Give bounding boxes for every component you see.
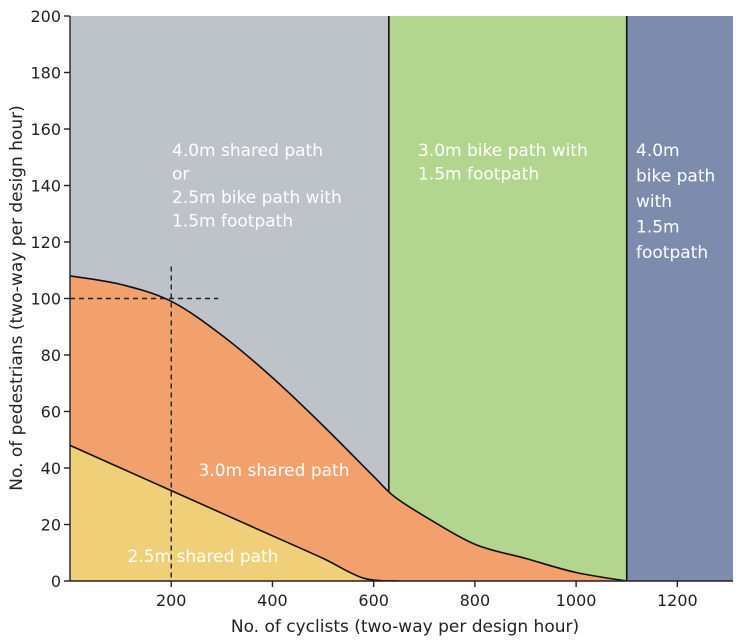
- region-label-bike-4m: 1.5m: [636, 218, 680, 238]
- region-label-bike-4m: with: [636, 192, 672, 212]
- x-axis-title: No. of cyclists (two-way per design hour…: [231, 617, 579, 637]
- region-label-shared-4m: 1.5m footpath: [172, 212, 293, 232]
- region-label-shared-4m: 2.5m bike path with: [172, 188, 342, 208]
- region-label-bike-4m: 4.0m: [636, 141, 680, 161]
- region-label-shared-3m: 3.0m shared path: [199, 461, 350, 481]
- region-shared-3m: [70, 275, 627, 581]
- x-tick-label: 400: [257, 591, 288, 610]
- x-tick-label: 1000: [556, 591, 597, 610]
- region-label-bike-3m: 1.5m footpath: [418, 165, 539, 185]
- region-shared-25m: [70, 445, 399, 581]
- x-tick-label: 1200: [657, 591, 698, 610]
- y-tick-label: 100: [30, 290, 61, 309]
- y-tick-label: 60: [41, 403, 61, 422]
- y-tick-label: 20: [41, 516, 61, 535]
- x-tick-label: 600: [358, 591, 389, 610]
- y-tick-label: 0: [51, 572, 61, 591]
- region-label-bike-4m: footpath: [636, 243, 708, 263]
- upper-boundary-curve: [70, 275, 627, 581]
- y-tick-label: 140: [30, 177, 61, 196]
- y-tick-label: 40: [41, 459, 61, 478]
- lower-boundary-curve: [70, 444, 400, 581]
- region-label-shared-4m: 4.0m shared path: [172, 141, 323, 161]
- region-label-shared-4m: or: [172, 165, 189, 185]
- region-label-bike-4m: bike path: [636, 167, 715, 187]
- y-tick-label: 180: [30, 64, 61, 83]
- x-tick-label: 800: [460, 591, 491, 610]
- y-tick-label: 200: [30, 7, 61, 26]
- region-bike-3m: [388, 16, 627, 581]
- region-label-bike-3m: 3.0m bike path with: [418, 141, 588, 161]
- region-bike-4m: [626, 16, 733, 581]
- y-tick-label: 160: [30, 120, 61, 139]
- y-axis-title: No. of pedestrians (two-way per design h…: [7, 105, 27, 490]
- x-tick-label: 200: [156, 591, 187, 610]
- y-tick-label: 80: [41, 346, 61, 365]
- region-label-shared-25m: 2.5m shared path: [128, 547, 279, 567]
- y-tick-label: 120: [30, 233, 61, 252]
